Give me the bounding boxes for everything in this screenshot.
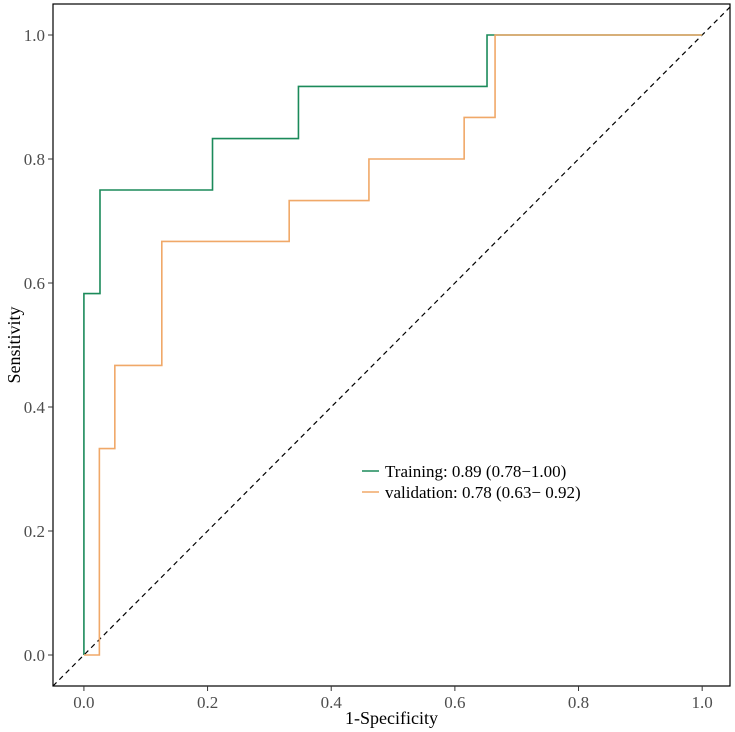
x-tick-label: 1.0: [692, 693, 713, 712]
series-line-validation: [83, 34, 703, 656]
y-tick-label: 0.0: [24, 646, 45, 665]
legend: Training: 0.89 (0.78−1.00) validation: 0.…: [362, 462, 581, 502]
y-tick-label: 1.0: [24, 26, 45, 45]
plot-lines: [52, 6, 731, 687]
y-tick-label: 0.4: [24, 398, 46, 417]
y-tick-label: 0.2: [24, 522, 45, 541]
y-axis-title: Sensitivity: [4, 306, 24, 383]
x-tick-label: 0.8: [568, 693, 589, 712]
x-axis-title: 1-Specificity: [345, 708, 438, 728]
y-tick-label: 0.6: [24, 274, 45, 293]
legend-label-validation: validation: 0.78 (0.63− 0.92): [385, 483, 581, 502]
x-tick-label: 0.0: [73, 693, 94, 712]
x-tick-label: 0.4: [321, 693, 343, 712]
plot-panel-border: [52, 3, 731, 687]
reference-diagonal-line: [52, 6, 731, 687]
x-tick-label: 0.2: [197, 693, 218, 712]
x-tick-label: 0.6: [444, 693, 465, 712]
legend-label-training: Training: 0.89 (0.78−1.00): [385, 462, 566, 481]
y-tick-label: 0.8: [24, 150, 45, 169]
axis-ticks: 0.0 0.2 0.4 0.6 0.8 1.0 0.0 0.2 0.4 0.6 0.8 1.0: [24, 26, 713, 712]
series-line-training: [83, 34, 703, 655]
